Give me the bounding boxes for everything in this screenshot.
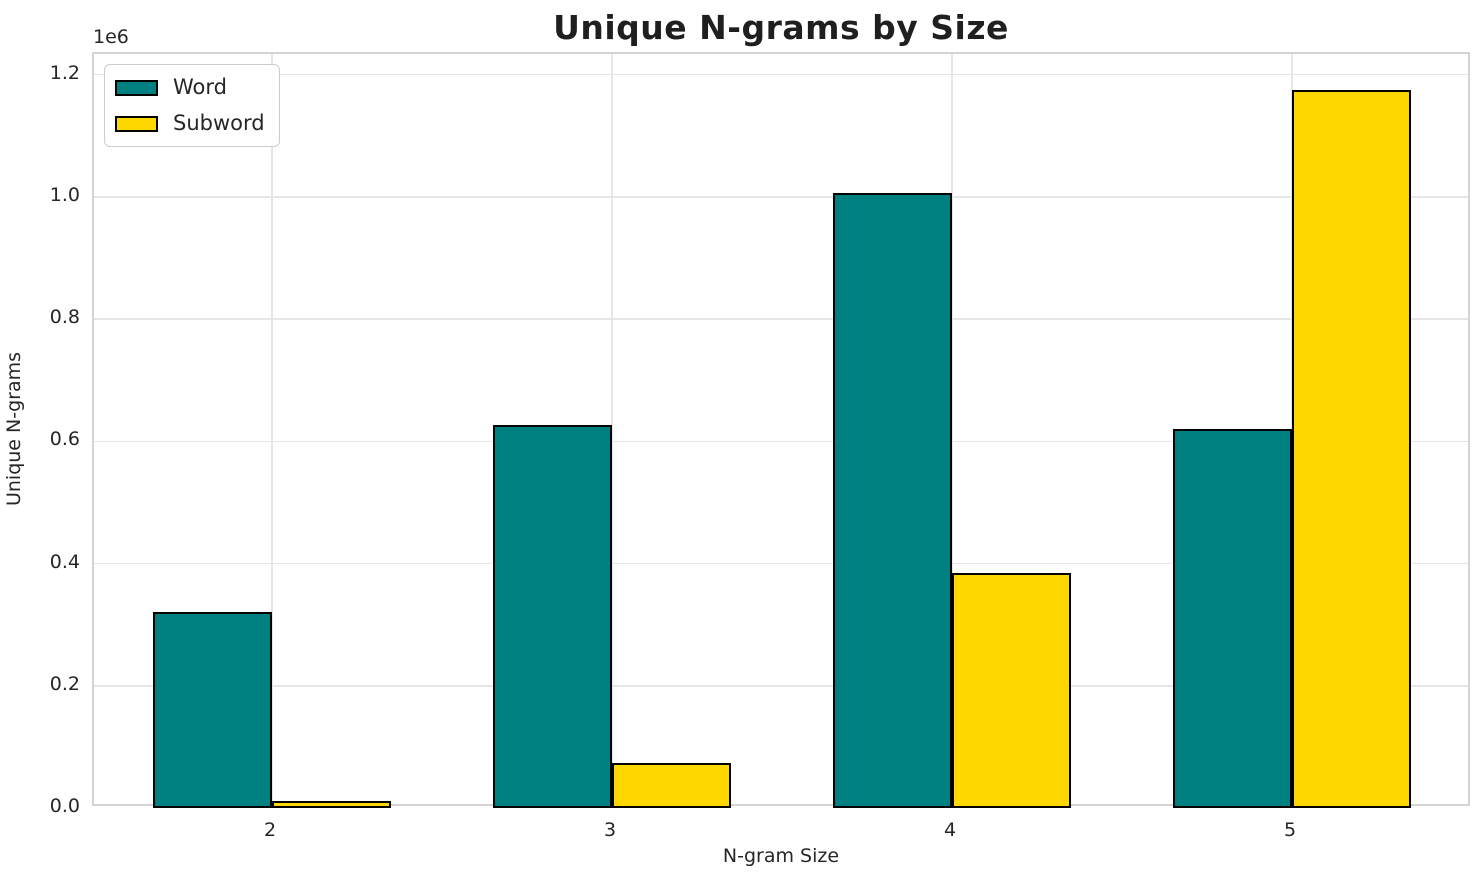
v-gridline-4 <box>951 54 953 804</box>
h-gridline-0.2 <box>94 685 1468 687</box>
h-gridline-0.6 <box>94 440 1468 443</box>
x-tick-label-5: 5 <box>1283 819 1297 841</box>
h-gridline-0.8 <box>94 318 1468 320</box>
x-axis-label: N-gram Size <box>722 845 840 867</box>
y-tick-label-0.4: 0.4 <box>49 550 80 573</box>
legend: Word Subword <box>104 64 280 147</box>
bar-word-4 <box>833 193 952 808</box>
y-axis-offset-label: 1e6 <box>93 26 129 48</box>
legend-label-subword: Subword <box>173 111 265 135</box>
y-tick-label-0.6: 0.6 <box>49 428 80 451</box>
bar-subword-2 <box>272 801 391 808</box>
h-gridline-1.2 <box>94 73 1468 76</box>
bar-word-3 <box>493 425 612 808</box>
bar-word-2 <box>153 612 272 808</box>
x-tick-label-2: 2 <box>263 819 277 841</box>
chart-title: Unique N-grams by Size <box>553 8 1009 47</box>
legend-label-word: Word <box>173 75 227 99</box>
v-gridline-3 <box>611 54 613 804</box>
bar-subword-5 <box>1292 90 1411 808</box>
y-tick-label-0.8: 0.8 <box>49 306 80 329</box>
legend-swatch-word <box>115 79 158 96</box>
bar-subword-3 <box>612 763 731 808</box>
legend-swatch-subword <box>115 115 158 132</box>
x-tick-label-3: 3 <box>603 819 617 841</box>
bar-word-5 <box>1173 429 1292 808</box>
y-tick-label-0.0: 0.0 <box>49 795 80 817</box>
h-gridline-1.0 <box>94 196 1468 198</box>
legend-item-word: Word <box>115 74 265 101</box>
y-tick-label-0.2: 0.2 <box>49 672 80 695</box>
x-tick-label-4: 4 <box>943 819 957 841</box>
v-gridline-2 <box>271 54 273 804</box>
h-gridline-0.4 <box>94 562 1468 565</box>
y-tick-label-1.2: 1.2 <box>49 61 80 84</box>
y-tick-label-1.0: 1.0 <box>49 183 80 206</box>
bar-subword-4 <box>952 573 1071 808</box>
legend-item-subword: Subword <box>115 110 265 137</box>
plot-area: Word Subword <box>92 52 1470 808</box>
